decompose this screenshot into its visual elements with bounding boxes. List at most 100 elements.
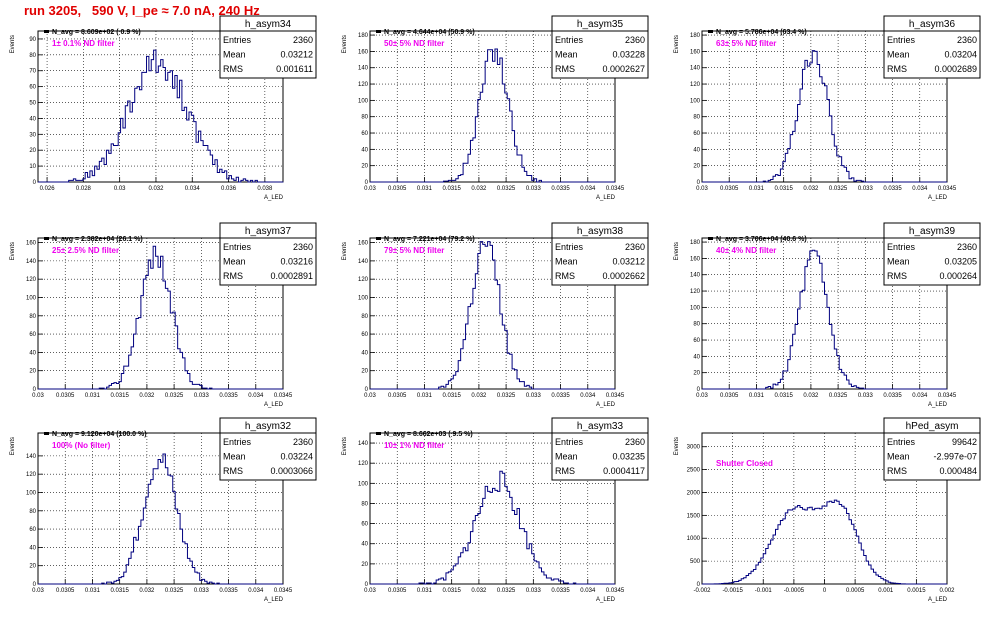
y-tick-label: 160 (358, 241, 369, 247)
x-tick-label: 0.032 (471, 186, 487, 192)
x-tick-label: 0.0335 (551, 186, 570, 192)
y-tick-label: 0 (33, 180, 37, 186)
x-tick-label: 0.0315 (110, 588, 129, 594)
filter-label: 40± 4% ND filter (716, 246, 776, 255)
y-tick-label: 60 (29, 332, 36, 338)
y-tick-label: 40 (361, 350, 368, 356)
y-tick-label: 80 (361, 314, 368, 320)
y-tick-label: 180 (358, 33, 369, 39)
y-tick-label: 20 (29, 564, 36, 570)
x-tick-label: 0.032 (471, 393, 487, 399)
x-tick-label: 0.03 (32, 588, 44, 594)
x-tick-label: 0.033 (858, 186, 874, 192)
y-tick-label: 160 (26, 241, 37, 247)
x-tick-label: 0.031 (85, 588, 101, 594)
x-tick-label: 0.0315 (774, 393, 793, 399)
y-tick-label: 40 (29, 350, 36, 356)
x-tick-label: 0.032 (139, 393, 155, 399)
stats-box (883, 15, 981, 79)
y-tick-label: 40 (361, 542, 368, 548)
y-tick-label: 120 (358, 82, 369, 88)
x-tick-label: 0.028 (76, 186, 92, 192)
x-axis-title: A_LED (264, 195, 284, 201)
x-tick-label: 0.033 (194, 393, 210, 399)
x-axis-title: A_LED (596, 195, 616, 201)
histogram-line-h-asym32 (38, 453, 283, 585)
navg-label: N_avg = 8.662e+03 ( 9.5 %) (384, 431, 473, 438)
panel-h-asym39: 0.03 0.0305 0.031 0.0315 0.032 0.0325 0.033 0.0… (664, 220, 996, 427)
run-title: run 3205, 590 V, I_pe ≈ 7.0 nA, 240 Hz (24, 3, 260, 18)
navg-marker (376, 30, 381, 33)
histogram-h-asym38: 0.03 0.0305 0.031 0.0315 0.032 0.0325 0.033 0.0… (342, 222, 649, 408)
stats-value: 2360 (957, 242, 977, 252)
x-tick-label: 0.0315 (442, 393, 461, 399)
stats-value: 0.001611 (276, 64, 313, 74)
histogram-h-asym33: 0.03 0.0305 0.031 0.0315 0.032 0.0325 0.033 0.0… (342, 417, 649, 603)
filter-label: 50± 5% ND filter (384, 39, 444, 48)
x-tick-label: 0.0335 (551, 588, 570, 594)
filter-label: 25± 2.5% ND filter (52, 246, 119, 255)
y-axis-title: Events (10, 35, 16, 53)
histogram-line-h-asym37 (38, 245, 283, 390)
y-tick-label: 1500 (687, 513, 701, 519)
x-axis-title: A_LED (928, 195, 948, 201)
x-tick-label: 0.0325 (497, 393, 516, 399)
x-tick-label: 0.033 (858, 393, 874, 399)
x-tick-label: 0.026 (40, 186, 56, 192)
histogram-name: h_asym32 (245, 421, 292, 432)
navg-marker (708, 30, 713, 33)
stats-label: Entries (887, 242, 916, 252)
stats-label: Mean (555, 257, 578, 267)
histogram-name: h_asym36 (909, 19, 956, 30)
stats-value: 0.0002627 (602, 64, 645, 74)
y-tick-label: 80 (29, 509, 36, 515)
stats-label: Mean (887, 257, 910, 267)
x-tick-label: 0.0325 (829, 393, 848, 399)
y-tick-label: 0 (365, 387, 369, 393)
x-tick-label: 0.0015 (907, 588, 926, 594)
stats-value: 2360 (625, 35, 645, 45)
panel-h-asym33: 0.03 0.0305 0.031 0.0315 0.032 0.0325 0.033 0.0… (332, 415, 664, 622)
x-tick-label: 0.0315 (110, 393, 129, 399)
y-tick-label: 80 (361, 501, 368, 507)
stats-label: RMS (555, 64, 575, 74)
filter-label: 100% (No filter) (52, 441, 111, 450)
x-tick-label: 0.034 (248, 393, 264, 399)
stats-label: RMS (223, 271, 243, 281)
y-tick-label: 3000 (687, 445, 701, 451)
panel-h-asym37: 0.03 0.0305 0.031 0.0315 0.032 0.0325 0.033 0.0… (0, 220, 332, 427)
y-tick-label: 140 (358, 259, 369, 265)
histogram-line-h-asym36 (702, 50, 947, 183)
y-tick-label: 60 (361, 522, 368, 528)
navg-label: N_avg = 3.706e+04 (40.6 %) (716, 236, 807, 243)
histogram-h-asym37: 0.03 0.0305 0.031 0.0315 0.032 0.0325 0.033 0.0… (10, 222, 317, 408)
x-tick-label: 0.031 (417, 186, 433, 192)
x-tick-label: 0.03 (364, 588, 376, 594)
x-tick-label: 0.0305 (720, 186, 739, 192)
histogram-line-h-asym34 (38, 49, 284, 183)
x-tick-label: 0.03 (114, 186, 126, 192)
x-tick-label: 0.0315 (774, 186, 793, 192)
histogram-line-h-asym39 (702, 249, 947, 390)
stats-label: RMS (887, 64, 907, 74)
x-tick-label: 0.034 (248, 588, 264, 594)
navg-label: N_avg = 9.120e+04 (100.0 %) (52, 431, 147, 438)
y-tick-label: 70 (29, 69, 36, 75)
y-tick-label: 140 (358, 441, 369, 447)
y-tick-label: 120 (690, 82, 701, 88)
stats-value: 99642 (952, 437, 977, 447)
y-tick-label: 160 (690, 49, 701, 55)
x-tick-label: 0.0305 (388, 588, 407, 594)
stats-label: Entries (887, 437, 916, 447)
filter-label: Shutter Closed (716, 459, 773, 468)
x-tick-label: 0.0305 (388, 186, 407, 192)
histogram-name: h_asym39 (909, 226, 956, 237)
x-axis-title: A_LED (596, 402, 616, 408)
y-tick-label: 120 (358, 461, 369, 467)
y-axis-title: Events (10, 437, 16, 455)
y-axis-title: Events (342, 437, 348, 455)
x-tick-label: -0.001 (755, 588, 773, 594)
x-tick-label: 0.0345 (938, 393, 957, 399)
stats-value: 2360 (293, 35, 313, 45)
filter-label: 79± 5% ND filter (384, 246, 444, 255)
